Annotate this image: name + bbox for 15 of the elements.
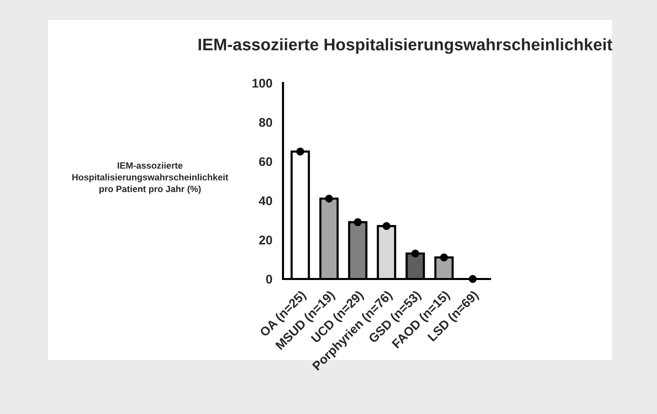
y-tick-label: 0 <box>266 274 272 284</box>
point <box>468 275 477 283</box>
y-tick-label: 80 <box>259 118 272 127</box>
point <box>411 250 420 258</box>
y-tick-label: 40 <box>258 196 272 206</box>
point <box>325 194 333 203</box>
chart-title: IEM-assoziierte Hospitalisierungswahrscheinlichkeit <box>198 38 612 54</box>
y-tick-label: 60 <box>259 157 272 166</box>
point <box>382 222 390 230</box>
y-tick-label: 100 <box>252 78 272 88</box>
point <box>296 148 304 156</box>
point <box>440 253 448 262</box>
point <box>354 218 362 226</box>
y-tick-label: 20 <box>259 236 272 244</box>
y-axis-title: IEM-assoziierte Hospitalisierungswahrscheinlichkeit pro Patient pro Jahr (%) <box>72 162 228 194</box>
